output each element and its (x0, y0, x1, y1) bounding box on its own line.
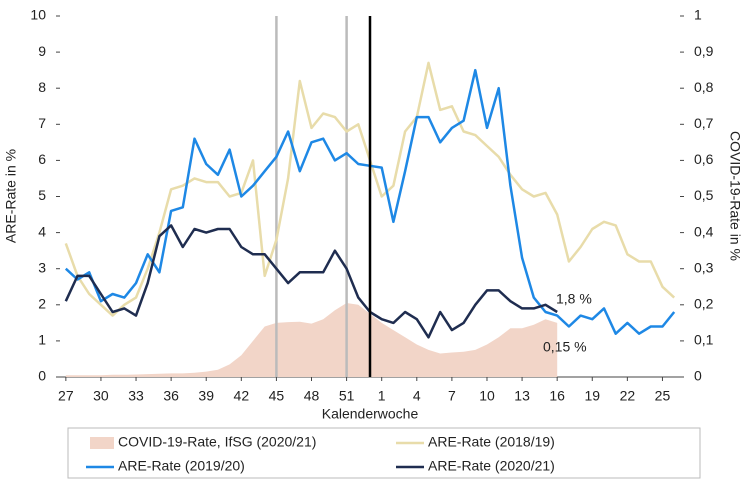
x-tick-label: 36 (163, 388, 179, 404)
y2-tick-label: 0,2 (694, 296, 714, 312)
y2-tick-label: 0,4 (694, 223, 714, 239)
x-tick-label: 13 (514, 388, 530, 404)
y-tick-label: 8 (38, 79, 46, 95)
y-tick-label: 2 (38, 296, 46, 312)
y2-tick-label: 0,3 (694, 259, 714, 275)
legend-label: ARE-Rate (2020/21) (428, 458, 555, 474)
area (65, 303, 558, 377)
legend-key (90, 437, 114, 449)
y2-tick-label: 1 (694, 7, 702, 23)
x-axis-title: Kalenderwoche (322, 406, 419, 422)
annotation: 0,15 % (543, 339, 587, 355)
y2-tick-label: 0,6 (694, 151, 714, 167)
x-tick-label: 10 (479, 388, 495, 404)
x-tick-label: 27 (58, 388, 74, 404)
y2-tick-label: 0,1 (694, 332, 714, 348)
x-tick-label: 22 (620, 388, 636, 404)
x-tick-label: 1 (378, 388, 386, 404)
x-tick-label: 45 (269, 388, 285, 404)
y2-tick-label: 0 (694, 368, 702, 384)
y-tick-label: 3 (38, 259, 46, 275)
legend-label: COVID-19-Rate, IfSG (2020/21) (118, 434, 316, 450)
y2-tick-label: 0,5 (694, 187, 714, 203)
y-tick-label: 9 (38, 43, 46, 59)
y-tick-label: 1 (38, 332, 46, 348)
x-tick-label: 42 (234, 388, 250, 404)
x-tick-label: 33 (128, 388, 144, 404)
y-axis-title: ARE-Rate in % (3, 149, 19, 243)
y-tick-label: 0 (38, 368, 46, 384)
x-tick-label: 30 (93, 388, 109, 404)
y2-axis-title: COVID-19-Rate in % (727, 131, 743, 261)
y-tick-label: 7 (38, 115, 46, 131)
x-tick-label: 4 (413, 388, 421, 404)
legend-label: ARE-Rate (2018/19) (428, 434, 555, 450)
y-tick-label: 4 (38, 223, 46, 239)
x-tick-label: 39 (198, 388, 214, 404)
y2-tick-label: 0,9 (694, 43, 714, 59)
x-tick-label: 48 (304, 388, 320, 404)
x-tick-label: 51 (339, 388, 355, 404)
x-tick-label: 16 (549, 388, 565, 404)
line (64, 224, 558, 339)
annotation: 1,8 % (556, 291, 592, 307)
x-tick-label: 19 (584, 388, 600, 404)
legend-box (67, 427, 701, 479)
x-tick-label: 7 (448, 388, 456, 404)
legend-label: ARE-Rate (2019/20) (118, 458, 245, 474)
x-tick-label: 25 (655, 388, 671, 404)
y-tick-label: 6 (38, 151, 46, 167)
y2-tick-label: 0,8 (694, 79, 714, 95)
y-tick-label: 5 (38, 187, 46, 203)
y-tick-label: 10 (30, 7, 46, 23)
y2-tick-label: 0,7 (694, 115, 714, 131)
